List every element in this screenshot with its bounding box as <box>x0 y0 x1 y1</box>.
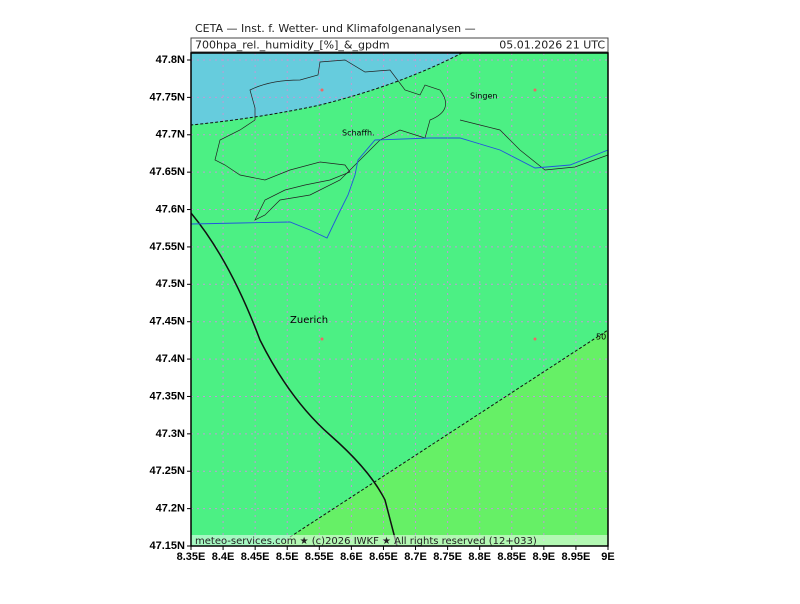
y-tick-label: 47.7N <box>156 129 185 141</box>
x-tick-label: 8.95E <box>562 551 591 563</box>
y-tick-label: 47.2N <box>156 503 185 515</box>
place-label: Schaffh. <box>342 129 375 138</box>
field-label: 700hpa_rel._humidity_[%]_&_gpdm <box>195 39 390 52</box>
header-box <box>190 37 609 53</box>
x-tick-label: 8.55E <box>305 551 334 563</box>
footer: meteo-services.com ★ (c)2026 IWKF ★ All … <box>195 536 537 547</box>
contour-line <box>190 52 463 126</box>
place-label: Singen <box>470 92 497 101</box>
place-marker <box>320 88 324 92</box>
map-frame <box>190 52 609 547</box>
place-marker <box>320 337 324 341</box>
y-tick-label: 47.25N <box>150 465 186 477</box>
x-tick-label: 9E <box>601 551 614 563</box>
y-tick-label: 47.65N <box>150 166 186 178</box>
contour-label: 50 <box>596 333 606 342</box>
x-tick-label: 8.5E <box>276 551 299 563</box>
y-tick-label: 47.8N <box>156 54 185 66</box>
x-tick-label: 8.4E <box>212 551 235 563</box>
contour-line <box>289 329 609 538</box>
place-marker <box>533 337 537 341</box>
border <box>459 119 609 171</box>
footer-strip <box>191 535 608 546</box>
y-tick-label: 47.4N <box>156 353 185 365</box>
valid-time: 05.01.2026 21 UTC <box>499 39 605 52</box>
river <box>190 137 609 239</box>
geopotential-line <box>190 212 398 547</box>
map-area: 50 Singen Schaffh. Zuerich meteo-service… <box>190 52 609 547</box>
humidity-region-low <box>275 330 608 546</box>
x-tick-label: 8.6E <box>340 551 363 563</box>
humidity-region-high <box>191 53 462 125</box>
y-tick-label: 47.6N <box>156 203 185 215</box>
x-tick-label: 8.9E <box>533 551 556 563</box>
border <box>214 59 446 221</box>
x-tick-label: 8.8E <box>468 551 491 563</box>
x-tick-label: 8.75E <box>433 551 462 563</box>
y-tick-label: 47.5N <box>156 278 185 290</box>
x-tick-label: 8.7E <box>404 551 427 563</box>
x-tick-label: 8.45E <box>241 551 270 563</box>
x-tick-label: 8.65E <box>369 551 398 563</box>
y-tick-label: 47.3N <box>156 428 185 440</box>
place-marker <box>533 88 537 92</box>
y-tick-label: 47.55N <box>150 241 186 253</box>
y-tick-label: 47.45N <box>150 316 186 328</box>
y-tick-label: 47.15N <box>150 540 186 552</box>
x-tick-label: 8.85E <box>497 551 526 563</box>
title: CETA — Inst. f. Wetter- und Klimafolgena… <box>195 22 476 35</box>
x-tick-label: 8.35E <box>177 551 206 563</box>
y-tick-label: 47.35N <box>150 390 186 402</box>
place-label: Zuerich <box>290 315 328 326</box>
y-tick-label: 47.75N <box>150 91 186 103</box>
